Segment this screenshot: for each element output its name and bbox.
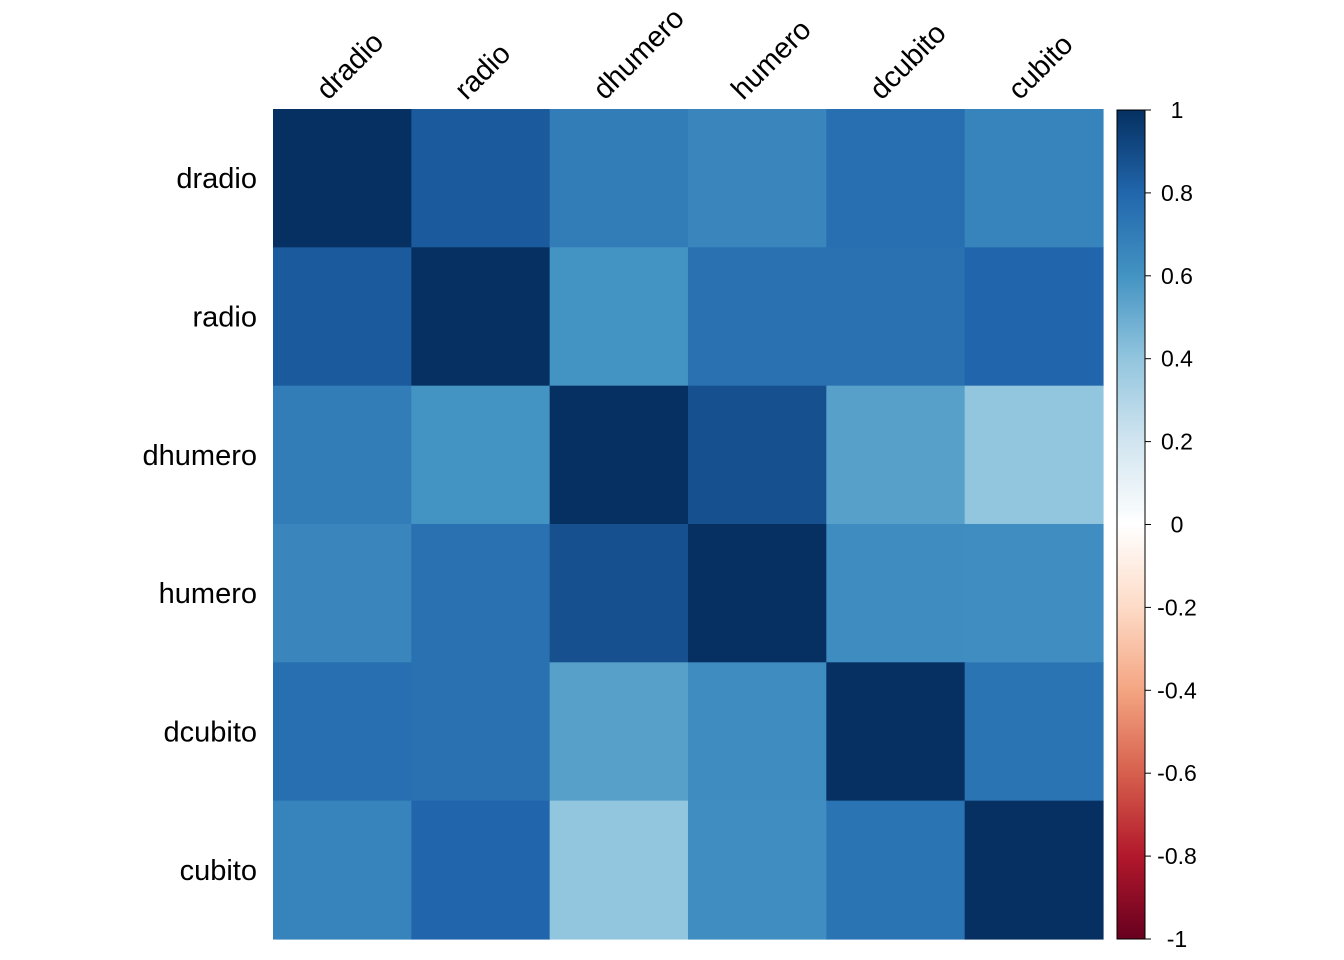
heatmap-cell [273,247,412,387]
heatmap-cell [826,385,966,525]
heatmap-cell [826,523,966,663]
column-label: dhumero [587,2,691,106]
column-label: humero [725,14,817,106]
column-label: radio [449,38,517,106]
heatmap-cell [826,662,966,802]
colorbar-tick-label: -0.8 [1157,843,1197,869]
heatmap-cell [687,800,827,940]
heatmap-cell [411,247,551,387]
colorbar-tick-label: 0.4 [1161,346,1193,372]
heatmap-cell [273,800,412,940]
column-labels: dradio radio dhumero humero dcubito cubito [310,2,1079,106]
heatmap-cell [964,800,1104,940]
heatmap-cell [411,800,551,940]
heatmap-cell [549,385,689,525]
row-label: cubito [180,855,257,887]
heatmap-cell [549,662,689,802]
heatmap-cell [273,385,412,525]
colorbar-tick-label: -0.4 [1157,677,1197,703]
heatmap-cell [273,662,412,802]
colorbar-tick-label: 0.8 [1161,180,1193,206]
heatmap-cell [687,247,827,387]
column-label: dradio [310,26,390,106]
heatmap-cell [273,109,412,248]
row-label: radio [193,302,258,334]
colorbar-tick-label: -0.2 [1157,594,1197,620]
colorbar-tick-label: -1 [1167,926,1187,952]
heatmap-cell [826,247,966,387]
colorbar-tick-label: 0.2 [1161,429,1193,455]
colorbar-ticks: 1 0.8 0.6 0.4 0.2 0 -0.2 -0.4 -0.6 -0.8 -1 [1145,97,1197,952]
column-label: cubito [1002,29,1079,106]
row-label: dhumero [143,440,257,472]
heatmap-cell [549,247,689,387]
colorbar-tick-label: -0.6 [1157,760,1197,786]
heatmap-cell [964,109,1104,248]
heatmap-cells [273,109,1104,940]
heatmap-cell [964,385,1104,525]
heatmap-cell [411,385,551,525]
heatmap-cell [964,662,1104,802]
row-label: dradio [176,163,257,195]
colorbar-gradient [1116,109,1146,940]
heatmap-cell [687,662,827,802]
heatmap-cell [411,662,551,802]
heatmap-cell [964,523,1104,663]
row-label: humero [159,578,257,610]
heatmap-cell [549,523,689,663]
heatmap-cell [826,109,966,248]
heatmap-cell [826,800,966,940]
heatmap-cell [411,523,551,663]
row-label: dcubito [163,716,257,748]
colorbar: 1 0.8 0.6 0.4 0.2 0 -0.2 -0.4 -0.6 -0.8 -1 [1116,97,1197,952]
colorbar-tick-label: 0.6 [1161,263,1193,289]
heatmap-cell [687,523,827,663]
row-labels: dradio radio dhumero humero dcubito cubito [143,163,257,887]
heatmap-cell [549,800,689,940]
colorbar-tick-label: 1 [1171,97,1184,123]
heatmap-cell [964,247,1104,387]
colorbar-tick-label: 0 [1171,512,1184,538]
heatmap-cell [687,109,827,248]
heatmap-cell [273,523,412,663]
column-label: dcubito [864,17,953,106]
heatmap-cell [549,109,689,248]
heatmap-cell [687,385,827,525]
heatmap-cell [411,109,551,248]
